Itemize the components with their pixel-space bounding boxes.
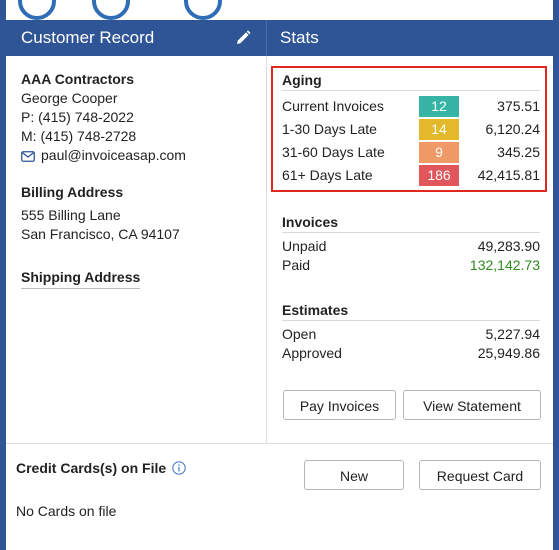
estimates-approved-row: Approved 25,949.86 bbox=[282, 344, 540, 363]
unpaid-value: 49,283.90 bbox=[477, 238, 540, 254]
aging-count-badge: 186 bbox=[419, 165, 459, 186]
request-card-button[interactable]: Request Card bbox=[419, 460, 541, 490]
invoices-section: Invoices Unpaid 49,283.90 Paid 132,142.7… bbox=[282, 212, 540, 275]
aging-count-badge: 14 bbox=[419, 119, 459, 140]
aging-label: 31-60 Days Late bbox=[282, 144, 385, 160]
invoices-heading: Invoices bbox=[282, 212, 540, 233]
aging-count-badge: 9 bbox=[419, 142, 459, 163]
aging-count-badge: 12 bbox=[419, 96, 459, 117]
envelope-icon bbox=[21, 150, 35, 162]
mobile-number: M: (415) 748-2728 bbox=[21, 128, 137, 144]
app-logo-partial bbox=[0, 0, 559, 20]
right-frame-border bbox=[553, 0, 559, 550]
estimates-section: Estimates Open 5,227.94 Approved 25,949.… bbox=[282, 300, 540, 363]
contact-name: George Cooper bbox=[21, 90, 118, 106]
email-row: paul@invoiceasap.com bbox=[21, 146, 261, 165]
estimates-open-row: Open 5,227.94 bbox=[282, 325, 540, 344]
open-value: 5,227.94 bbox=[485, 326, 541, 342]
company-name: AAA Contractors bbox=[21, 71, 135, 87]
unpaid-label: Unpaid bbox=[282, 238, 327, 254]
aging-label: 1-30 Days Late bbox=[282, 121, 377, 137]
open-label: Open bbox=[282, 326, 317, 342]
email-link[interactable]: paul@invoiceasap.com bbox=[41, 147, 186, 163]
billing-line2: San Francisco, CA 94107 bbox=[21, 226, 180, 242]
invoices-unpaid-row: Unpaid 49,283.90 bbox=[282, 237, 540, 256]
column-divider bbox=[266, 56, 267, 444]
paid-label: Paid bbox=[282, 257, 311, 273]
info-circle-icon[interactable] bbox=[172, 461, 186, 475]
section-divider bbox=[6, 443, 553, 444]
aging-highlight-box bbox=[271, 66, 547, 192]
aging-label: 61+ Days Late bbox=[282, 167, 373, 183]
panel-header: Customer Record Stats bbox=[6, 20, 553, 56]
customer-details: AAA Contractors George Cooper P: (415) 7… bbox=[21, 70, 261, 289]
customer-record-title: Customer Record bbox=[21, 28, 155, 47]
invoices-paid-row: Paid 132,142.73 bbox=[282, 256, 540, 275]
billing-heading: Billing Address bbox=[21, 184, 124, 200]
aging-row-1-30[interactable]: 1-30 Days Late 14 6,120.24 bbox=[282, 118, 540, 141]
aging-section: Aging Current Invoices 12 375.51 1-30 Da… bbox=[282, 70, 540, 187]
pencil-icon[interactable] bbox=[234, 29, 252, 47]
approved-value: 25,949.86 bbox=[477, 345, 540, 361]
aging-amount: 42,415.81 bbox=[477, 167, 540, 183]
view-statement-button[interactable]: View Statement bbox=[403, 390, 541, 420]
phone-number: P: (415) 748-2022 bbox=[21, 109, 134, 125]
aging-amount: 375.51 bbox=[497, 98, 540, 114]
shipping-heading-row: Shipping Address bbox=[21, 268, 261, 289]
aging-amount: 6,120.24 bbox=[485, 121, 541, 137]
aging-amount: 345.25 bbox=[497, 144, 540, 160]
billing-line1: 555 Billing Lane bbox=[21, 207, 121, 223]
aging-row-31-60[interactable]: 31-60 Days Late 9 345.25 bbox=[282, 141, 540, 164]
approved-label: Approved bbox=[282, 345, 342, 361]
aging-label: Current Invoices bbox=[282, 98, 384, 114]
paid-value: 132,142.73 bbox=[469, 257, 540, 273]
stats-title: Stats bbox=[280, 28, 319, 47]
no-cards-text: No Cards on file bbox=[16, 503, 117, 519]
shipping-heading[interactable]: Shipping Address bbox=[21, 268, 141, 289]
new-card-button[interactable]: New bbox=[304, 460, 404, 490]
credit-cards-heading: Credit Cards(s) on File bbox=[16, 460, 167, 476]
aging-row-61-plus[interactable]: 61+ Days Late 186 42,415.81 bbox=[282, 164, 540, 187]
aging-row-current[interactable]: Current Invoices 12 375.51 bbox=[282, 95, 540, 118]
aging-heading: Aging bbox=[282, 70, 540, 91]
estimates-heading: Estimates bbox=[282, 300, 540, 321]
header-divider bbox=[266, 20, 267, 56]
left-frame-border bbox=[0, 0, 6, 550]
pay-invoices-button[interactable]: Pay Invoices bbox=[283, 390, 396, 420]
